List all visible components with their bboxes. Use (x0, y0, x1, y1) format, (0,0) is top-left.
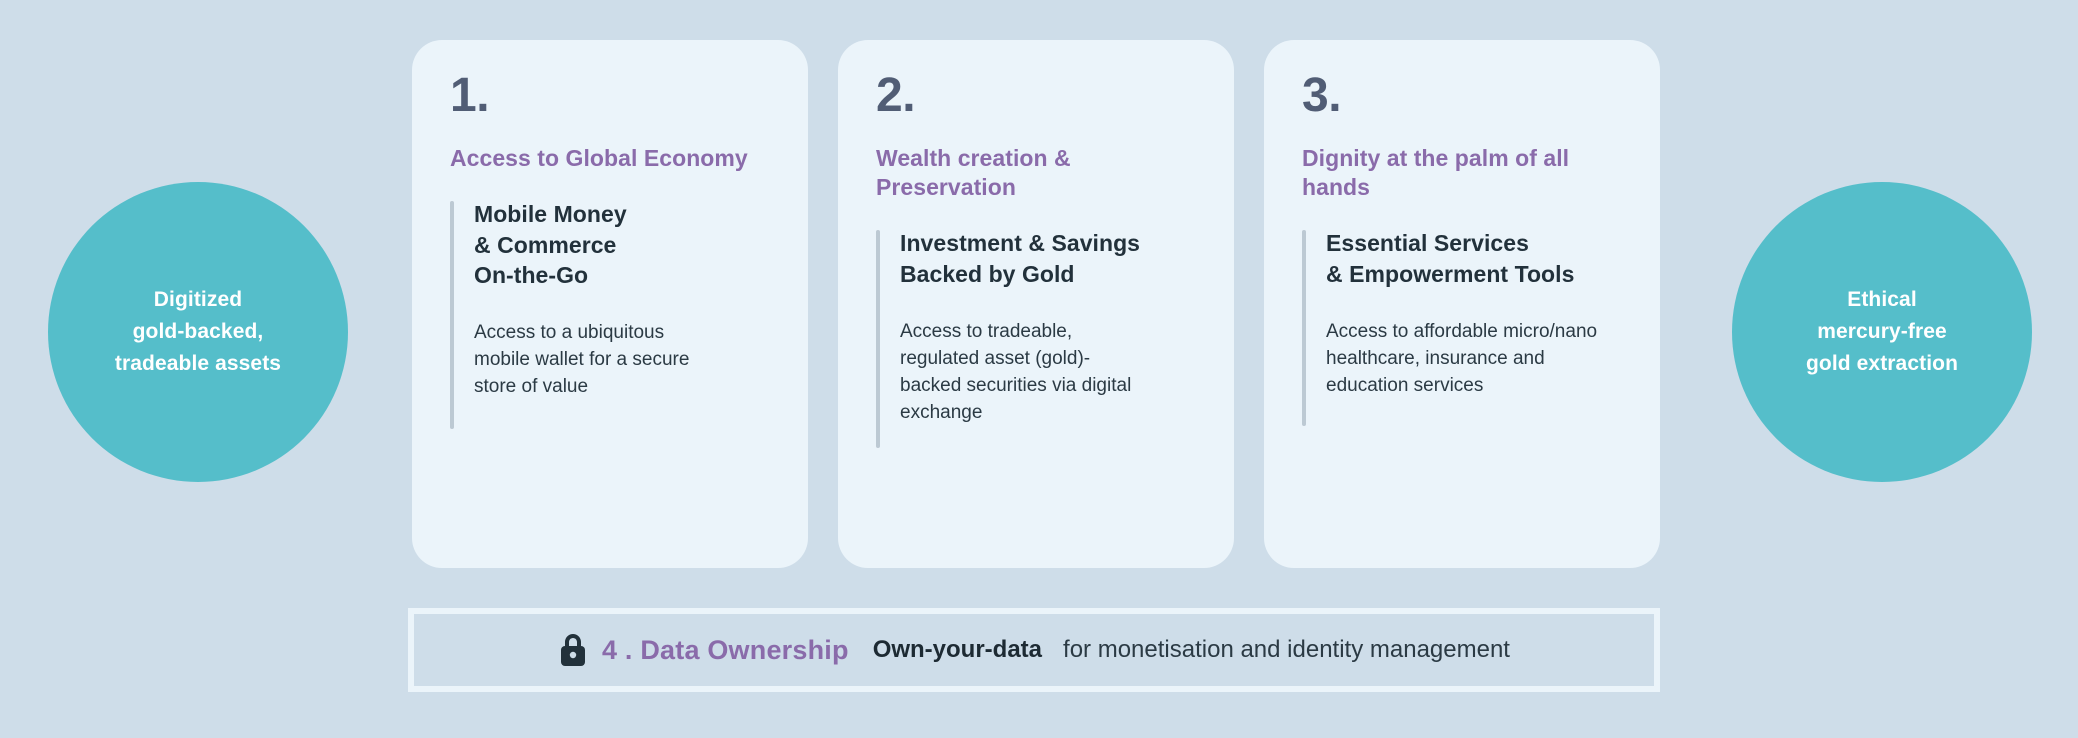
left-circle-badge: Digitized gold-backed, tradeable assets (48, 182, 348, 482)
banner-rest-label: for monetisation and identity management (1063, 636, 1510, 663)
card-1-title: Access to Global Economy (450, 145, 748, 171)
card-3-description: Access to affordable micro/nano healthca… (1326, 321, 1598, 397)
data-ownership-banner[interactable]: 4 . Data Ownership Own-your-data for mon… (408, 608, 1660, 692)
banner-content: 4 . Data Ownership Own-your-data for mon… (558, 633, 1510, 667)
card-3-body: Essential Services & Empowerment Tools A… (1302, 228, 1622, 427)
banner-strong-label: Own-your-data (872, 636, 1043, 663)
card-3-title: Dignity at the palm of all hands (1302, 145, 1570, 201)
card-2-description: Access to tradeable, regulated asset (go… (900, 321, 1132, 424)
pillar-card-1[interactable]: 1. Access to Global Economy Mobile Money… (412, 40, 808, 568)
pillar-card-3[interactable]: 3. Dignity at the palm of all hands Esse… (1264, 40, 1660, 568)
card-2-title: Wealth creation & Preservation (876, 145, 1071, 201)
vertical-rule-icon (876, 230, 880, 449)
banner-step-label: 4 . Data Ownership (602, 634, 849, 665)
pillar-card-2[interactable]: 2. Wealth creation & Preservation Invest… (838, 40, 1234, 568)
left-circle-label: Digitized gold-backed, tradeable assets (114, 288, 282, 375)
card-3-number: 3. (1302, 69, 1342, 122)
card-3-subtitle: Essential Services & Empowerment Tools (1326, 230, 1575, 287)
card-1-description: Access to a ubiquitous mobile wallet for… (474, 322, 690, 398)
vertical-rule-icon (450, 201, 454, 430)
card-2-subtitle: Investment & Savings Backed by Gold (900, 230, 1141, 287)
card-2-body: Investment & Savings Backed by Gold Acce… (876, 228, 1196, 449)
lock-icon (558, 633, 588, 667)
card-1-number: 1. (450, 69, 490, 122)
card-1-subtitle: Mobile Money & Commerce On-the-Go (474, 201, 627, 288)
vertical-rule-icon (1302, 230, 1306, 427)
card-1-body: Mobile Money & Commerce On-the-Go Access… (450, 199, 770, 430)
right-circle-label: Ethical mercury-free gold extraction (1805, 288, 1959, 375)
right-circle-badge: Ethical mercury-free gold extraction (1732, 182, 2032, 482)
card-2-number: 2. (876, 69, 916, 122)
